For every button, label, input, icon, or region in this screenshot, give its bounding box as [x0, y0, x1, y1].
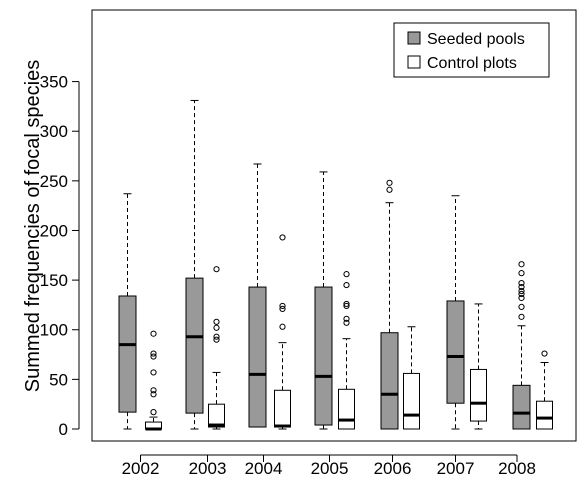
outlier-point	[518, 287, 525, 295]
legend-label-control: Control plots	[427, 55, 517, 72]
x-tick-label: 2008	[498, 459, 536, 478]
outlier-point	[150, 350, 157, 357]
outlier-point	[386, 179, 393, 186]
outlier-point	[518, 279, 525, 287]
box-seeded	[380, 179, 399, 430]
outlier-point	[343, 315, 350, 322]
y-tick-label: 0	[59, 420, 68, 439]
box-iqr	[512, 384, 531, 430]
y-tick-label: 300	[40, 122, 68, 141]
y-axis: 0 50 100 150 200 250 300 350	[40, 73, 80, 439]
outlier-point	[213, 333, 220, 340]
box-iqr	[274, 389, 291, 428]
outlier-point	[150, 330, 157, 337]
x-tick-label: 2007	[437, 459, 475, 478]
legend-swatch-control	[407, 55, 421, 69]
y-tick-label: 200	[40, 221, 68, 240]
box-control	[338, 271, 355, 430]
outlier-point	[150, 387, 157, 394]
outlier-point	[213, 266, 220, 273]
box-group	[118, 99, 553, 431]
outlier-point	[541, 350, 548, 357]
outlier-point	[279, 323, 286, 330]
outlier-point	[150, 353, 157, 360]
outlier-point	[213, 318, 220, 325]
box-seeded	[248, 163, 267, 428]
legend-swatch-seeded	[407, 31, 421, 45]
box-iqr	[403, 372, 420, 430]
box-iqr	[248, 286, 267, 428]
outlier-point	[518, 270, 525, 277]
y-tick-label: 350	[40, 73, 68, 92]
outlier-point	[150, 391, 157, 398]
box-control	[536, 350, 553, 430]
outlier-point	[343, 281, 350, 289]
x-tick-label: 2003	[189, 459, 227, 478]
outlier-point	[343, 271, 350, 278]
outlier-point	[279, 305, 286, 312]
box-iqr	[314, 286, 333, 426]
box-iqr	[536, 400, 553, 430]
box-seeded	[185, 99, 204, 430]
outlier-point	[518, 313, 525, 320]
box-control	[274, 234, 291, 430]
box-seeded	[446, 195, 465, 430]
legend-label-seeded: Seeded pools	[427, 31, 525, 48]
box-iqr	[446, 300, 465, 404]
box-iqr	[380, 332, 399, 430]
outlier-point	[518, 261, 525, 268]
outlier-point	[213, 324, 220, 331]
box-control	[208, 266, 225, 430]
outlier-point	[279, 302, 286, 310]
y-tick-label: 250	[40, 172, 68, 191]
plot-frame	[91, 9, 577, 442]
outlier-point	[343, 319, 350, 326]
box-iqr	[470, 368, 487, 422]
outlier-point	[518, 294, 525, 302]
box-control	[145, 330, 162, 431]
x-tick-label: 2006	[374, 459, 412, 478]
box-seeded	[118, 193, 137, 430]
box-control	[470, 303, 487, 430]
outlier-point	[279, 234, 286, 241]
box-iqr	[118, 295, 137, 413]
box-seeded	[512, 261, 531, 430]
box-control	[403, 326, 420, 430]
y-tick-label: 100	[40, 321, 68, 340]
box-seeded	[314, 171, 333, 430]
legend: Seeded pools Control plots	[393, 22, 550, 78]
x-tick-label: 2005	[311, 459, 349, 478]
outlier-point	[518, 283, 525, 291]
outlier-point	[386, 186, 393, 193]
x-tick-label: 2002	[122, 459, 160, 478]
outlier-point	[213, 336, 220, 343]
box-iqr	[185, 277, 204, 414]
outlier-point	[343, 300, 350, 308]
x-tick-label: 2004	[245, 459, 283, 478]
outlier-point	[343, 302, 350, 310]
x-axis: 2002 2003 2004 2005 2006 2007 2008	[122, 454, 536, 478]
y-tick-label: 50	[49, 370, 68, 389]
y-tick-label: 150	[40, 271, 68, 290]
outlier-point	[518, 290, 525, 298]
outlier-point	[518, 303, 525, 311]
box-iqr	[338, 388, 355, 430]
box-iqr	[208, 403, 225, 428]
outlier-point	[150, 369, 157, 376]
outlier-point	[150, 409, 157, 416]
y-axis-title: Summed frequencies of focal species	[22, 60, 44, 392]
